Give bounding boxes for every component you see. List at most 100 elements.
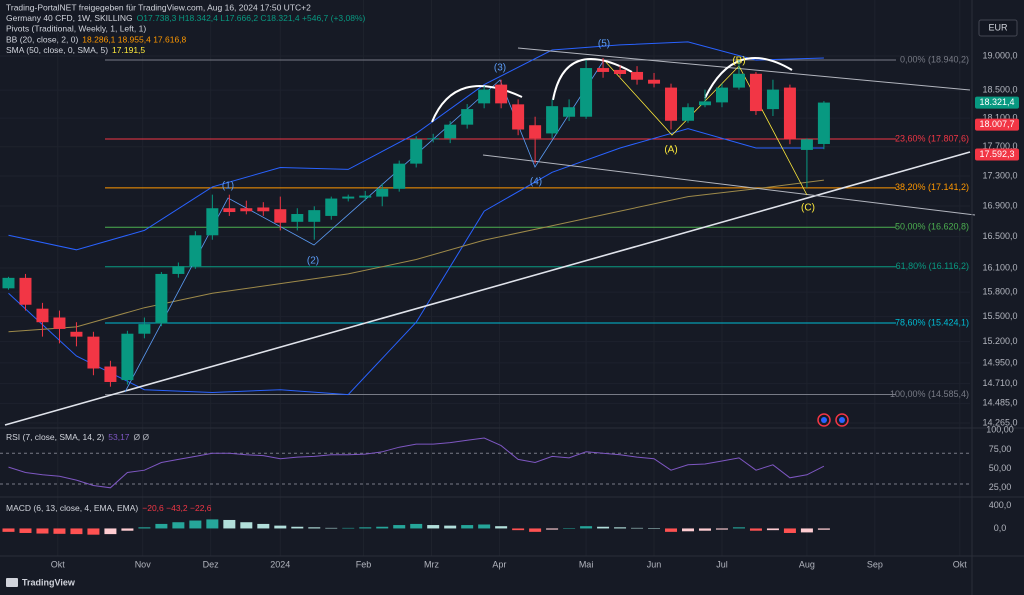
y-tick-label: 14.265,0	[982, 417, 1017, 427]
macd-bar	[19, 528, 32, 533]
candle-body	[291, 214, 304, 222]
legend-name: SMA (50, close, 0, SMA, 5)	[6, 45, 108, 55]
legend-name: Germany 40 CFD, 1W, SKILLING	[6, 13, 133, 23]
wave-label: (B)	[732, 56, 745, 67]
fib-label: 0,00% (18.940,2)	[900, 54, 969, 64]
pattern-arc	[704, 56, 793, 99]
candle-body	[682, 107, 695, 121]
rsi-extra: Ø Ø	[134, 432, 150, 442]
wave-label: (C)	[801, 203, 815, 214]
candle-body	[766, 89, 779, 110]
macd-bar	[597, 526, 610, 529]
candle-body	[172, 266, 185, 274]
candle-body	[257, 207, 270, 212]
fib-label: 100,00% (14.585,4)	[890, 389, 969, 399]
candle-body	[665, 87, 678, 121]
y-tick-label: 14.710,0	[982, 378, 1017, 388]
candle-body	[800, 139, 813, 150]
macd-bar	[376, 526, 389, 529]
macd-bar	[189, 520, 202, 529]
candle-body	[529, 125, 542, 139]
y-tick-label: 16.100,0	[982, 262, 1017, 272]
macd-bar	[749, 528, 762, 531]
macd-bar	[682, 528, 695, 532]
wave-line	[603, 59, 808, 196]
macd-bar	[87, 528, 100, 535]
price-label: 18.007,7	[979, 119, 1014, 129]
wave-label: (4)	[530, 177, 542, 188]
candle-body	[36, 308, 49, 323]
candle-body	[495, 84, 508, 104]
rsi-line	[8, 437, 825, 489]
y-tick-label: 15.800,0	[982, 286, 1017, 296]
candle-body	[631, 71, 644, 80]
candle-body	[732, 73, 745, 88]
macd-bar	[631, 527, 644, 529]
candle-body	[546, 106, 559, 134]
macd-bar	[529, 528, 542, 532]
macd-bar	[715, 528, 728, 530]
macd-bar	[444, 525, 457, 529]
x-tick-label: Jul	[716, 559, 728, 569]
y-tick-label: 18.500,0	[982, 85, 1017, 95]
candle-body	[155, 273, 168, 324]
candle-body	[376, 188, 389, 197]
macd-bar	[410, 523, 423, 529]
x-tick-label: Feb	[356, 559, 372, 569]
macd-value: −20,6 −43,2 −22,6	[142, 503, 212, 513]
y-tick-label: 18.100,0	[982, 113, 1017, 123]
logo: TradingView	[22, 577, 76, 587]
overlay-line	[8, 128, 824, 396]
x-tick-label: Okt	[953, 559, 968, 569]
macd-bar	[172, 522, 185, 529]
macd-bar	[2, 528, 15, 532]
candle-body	[274, 209, 287, 223]
overlays	[8, 41, 824, 396]
candle-body	[325, 198, 338, 216]
y-tick-label: 14.485,0	[982, 398, 1017, 408]
macd-bar	[698, 528, 711, 531]
macd-bar	[206, 519, 219, 529]
wave-label: (A)	[664, 145, 677, 156]
candle-body	[563, 107, 576, 117]
candle-body	[512, 104, 525, 130]
macd-bar	[121, 528, 134, 531]
y-tick-label: 14.950,0	[982, 357, 1017, 367]
macd-bar	[563, 528, 576, 529]
candle-body	[342, 196, 355, 199]
candle-body	[648, 79, 661, 84]
macd-tick-label: 400,0	[989, 500, 1012, 510]
legend-values: 17.191,5	[112, 45, 145, 55]
candle-body	[444, 124, 457, 139]
macd-bar	[495, 526, 508, 529]
candle-body	[87, 336, 100, 369]
legend-name: BB (20, close, 2, 0)	[6, 35, 78, 45]
macd-bar	[546, 528, 559, 530]
event-icon[interactable]	[817, 413, 831, 427]
macd-bar	[665, 528, 678, 532]
y-tick-label: 19.000,0	[982, 50, 1017, 60]
candles	[2, 58, 830, 387]
x-tick-label: Dez	[203, 559, 220, 569]
candle-body	[308, 210, 321, 222]
macd-bar	[274, 525, 287, 529]
pattern-arc	[431, 84, 523, 123]
rsi-tick-label: 25,00	[989, 482, 1012, 492]
event-icon[interactable]	[835, 413, 849, 427]
wave-label: (2)	[307, 256, 319, 267]
fibonacci: 0,00% (18.940,2) 23,60% (17.807,6) 38,20% …	[105, 54, 969, 399]
overlay-line	[8, 41, 824, 251]
x-tick-label: Nov	[135, 559, 152, 569]
macd-bar	[308, 527, 321, 529]
macd-bar	[104, 528, 117, 535]
macd-bar	[155, 523, 168, 529]
candle-body	[817, 102, 830, 144]
y-tick-label: 15.200,0	[982, 336, 1017, 346]
wave-label: (3)	[494, 63, 506, 74]
currency-button[interactable]	[978, 19, 1018, 37]
macd-bar	[291, 526, 304, 529]
macd-bar	[800, 528, 813, 533]
candle-body	[2, 277, 15, 289]
candle-body	[393, 163, 406, 189]
